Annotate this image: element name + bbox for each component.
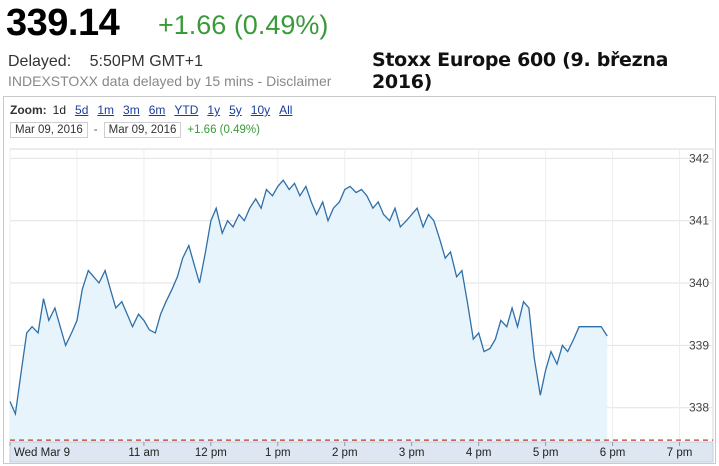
delayed-label: Delayed: bbox=[8, 53, 72, 70]
zoom-option-1m[interactable]: 1m bbox=[97, 103, 115, 117]
zoom-option-5d[interactable]: 5d bbox=[75, 103, 89, 117]
zoom-label: Zoom: bbox=[10, 103, 47, 117]
zoom-option-ytd[interactable]: YTD bbox=[174, 103, 199, 117]
range-separator: - bbox=[93, 124, 98, 136]
range-start-input[interactable]: Mar 09, 2016 bbox=[10, 122, 88, 138]
y-tick-label: 340 bbox=[689, 276, 709, 290]
zoom-option-all[interactable]: All bbox=[279, 103, 293, 117]
y-tick-label: 339 bbox=[689, 338, 709, 352]
range-change: +1.66 (0.49%) bbox=[187, 124, 260, 136]
price-line bbox=[9, 179, 608, 417]
zoom-option-6m[interactable]: 6m bbox=[148, 103, 166, 117]
price-area bbox=[10, 180, 608, 442]
x-tick-label: 12 pm bbox=[195, 447, 227, 459]
zoom-bar: Zoom: 1d 5d 1m 3m 6m YTD 1y 5y 10y All bbox=[10, 103, 301, 117]
y-tick-label: 338 bbox=[689, 401, 709, 415]
source-note[interactable]: INDEXSTOXX data delayed by 15 mins - Dis… bbox=[8, 73, 332, 89]
zoom-option-10y[interactable]: 10y bbox=[250, 103, 271, 117]
zoom-option-5y[interactable]: 5y bbox=[229, 103, 242, 117]
x-tick-label: 5 pm bbox=[533, 447, 559, 459]
x-tick-label: 11 am bbox=[128, 447, 159, 459]
chart-panel: 338 339 340 341 342 Wed Mar 9 11 am 12 pm 1 pm 2 … bbox=[3, 96, 716, 464]
quote-header: 339.14 +1.66 (0.49%) Delayed: 5:50PM GMT… bbox=[0, 0, 719, 96]
zoom-option-1d[interactable]: 1d bbox=[52, 103, 67, 117]
price-change: +1.66 (0.49%) bbox=[158, 10, 329, 40]
x-tick-label: 2 pm bbox=[332, 447, 358, 459]
x-tick-label: 1 pm bbox=[265, 447, 291, 459]
x-tick-label: 7 pm bbox=[667, 447, 693, 459]
y-tick-label: 341 bbox=[689, 214, 709, 228]
y-tick-label: 342 bbox=[689, 151, 709, 165]
x-axis-band bbox=[9, 441, 714, 463]
x-tick-label: 6 pm bbox=[600, 447, 626, 459]
delay-info: Delayed: 5:50PM GMT+1 bbox=[8, 53, 203, 71]
x-tick-label: Wed Mar 9 bbox=[14, 447, 70, 459]
delayed-time: 5:50PM GMT+1 bbox=[89, 53, 203, 70]
x-tick-label: 3 pm bbox=[399, 447, 425, 459]
price-chart[interactable]: 338 339 340 341 342 Wed Mar 9 11 am 12 pm 1 pm 2 … bbox=[4, 97, 717, 465]
date-range: Mar 09, 2016 - Mar 09, 2016 +1.66 (0.49%… bbox=[10, 122, 260, 138]
x-tick-label: 4 pm bbox=[466, 447, 492, 459]
zoom-option-3m[interactable]: 3m bbox=[123, 103, 140, 117]
headline: Stoxx Europe 600 (9. března 2016) bbox=[372, 49, 669, 93]
range-end-input[interactable]: Mar 09, 2016 bbox=[103, 122, 182, 138]
current-price: 339.14 bbox=[6, 2, 120, 44]
zoom-option-1y[interactable]: 1y bbox=[207, 103, 221, 117]
